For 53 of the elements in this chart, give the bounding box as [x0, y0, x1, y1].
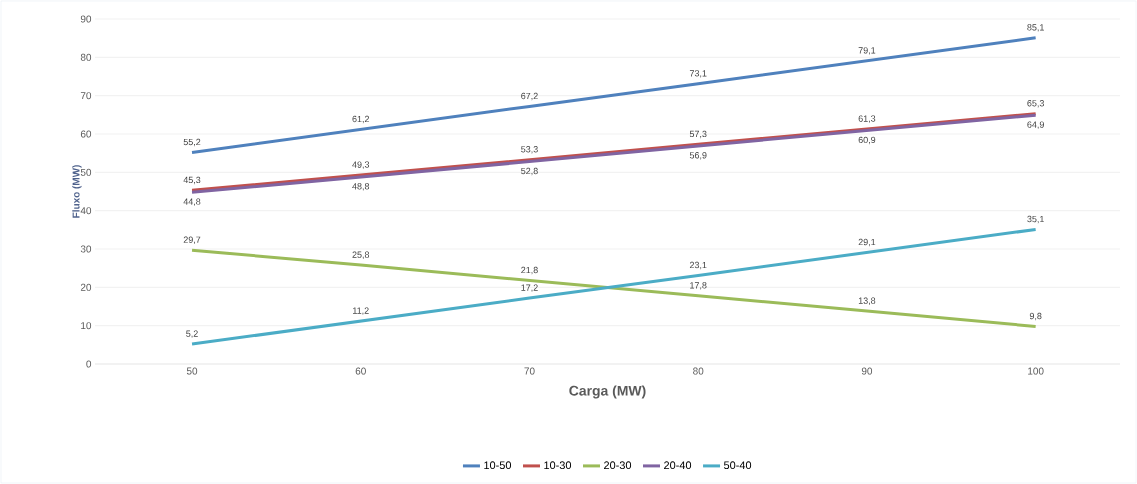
- data-label: 5,2: [186, 330, 198, 338]
- data-label: 29,1: [858, 238, 876, 247]
- data-label: 56,9: [689, 152, 707, 160]
- data-label: 67,2: [521, 92, 538, 101]
- y-tick-label: 0: [86, 360, 92, 368]
- x-tick-label: 80: [693, 367, 704, 375]
- data-label: 64,9: [1027, 121, 1044, 129]
- data-label: 17,8: [690, 282, 707, 290]
- x-tick-label: 60: [355, 367, 366, 375]
- y-tick-label: 90: [80, 15, 92, 23]
- legend-label: 20-40: [664, 461, 692, 470]
- data-label: 53,3: [521, 146, 538, 154]
- data-label: 29,7: [183, 236, 201, 244]
- data-label: 25,8: [352, 251, 370, 259]
- data-label: 44,8: [183, 198, 201, 206]
- legend-label: 10-50: [484, 461, 512, 470]
- legend-label: 10-30: [544, 461, 572, 470]
- y-tick-label: 40: [80, 207, 92, 215]
- data-label: 23,1: [689, 261, 707, 270]
- data-label: 11,2: [353, 307, 369, 315]
- data-label: 85,1: [1027, 24, 1044, 32]
- x-tick-label: 100: [1028, 367, 1044, 375]
- data-label: 57,3: [689, 130, 707, 139]
- x-axis-title: Carga (MW): [569, 385, 646, 399]
- x-tick-label: 50: [186, 367, 198, 375]
- legend-label: 50-40: [723, 461, 752, 470]
- data-label: 48,8: [352, 183, 370, 191]
- data-label: 21,8: [521, 266, 538, 275]
- data-label: 61,3: [858, 115, 876, 123]
- y-tick-label: 10: [81, 322, 92, 330]
- y-tick-label: 50: [80, 168, 92, 176]
- x-tick-label: 70: [524, 367, 535, 375]
- data-label: 73,1: [689, 70, 707, 78]
- data-label: 45,3: [183, 176, 201, 185]
- data-label: 17,2: [521, 284, 538, 292]
- data-label: 79,1: [858, 47, 876, 55]
- x-tick-label: 90: [861, 367, 873, 375]
- y-tick-label: 70: [80, 92, 92, 100]
- y-tick-label: 20: [80, 283, 92, 291]
- y-tick-label: 80: [80, 53, 92, 61]
- y-tick-label: 30: [80, 245, 92, 253]
- data-label: 65,3: [1027, 100, 1044, 108]
- legend-label: 20-30: [604, 461, 632, 470]
- y-axis-title: Fluxo (MW): [72, 165, 82, 218]
- data-label: 60,9: [858, 136, 876, 145]
- y-tick-label: 60: [80, 130, 92, 138]
- data-label: 13,8: [858, 297, 876, 305]
- data-label: 9,8: [1029, 312, 1042, 321]
- data-label: 49,3: [352, 161, 370, 169]
- data-label: 52,8: [521, 167, 538, 176]
- data-label: 35,1: [1027, 215, 1044, 224]
- data-label: 55,2: [183, 138, 201, 147]
- data-label: 61,2: [352, 115, 370, 124]
